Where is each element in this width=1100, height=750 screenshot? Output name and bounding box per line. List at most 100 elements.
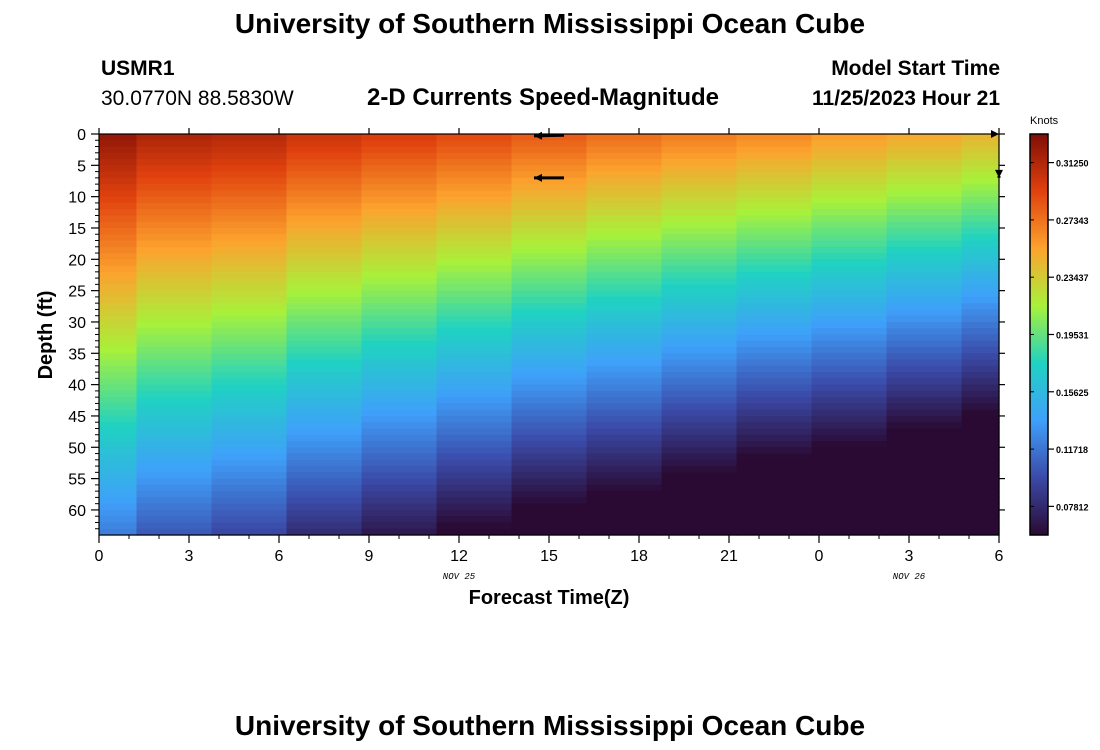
heatmap-cell <box>736 428 813 436</box>
current-vector-head <box>534 173 542 182</box>
heatmap-cell <box>136 403 213 411</box>
heatmap-cell <box>136 165 213 173</box>
heatmap-cell <box>136 134 213 141</box>
heatmap-cell <box>286 359 363 367</box>
heatmap-cell <box>661 284 738 292</box>
heatmap-cell <box>361 246 438 254</box>
heatmap-cell <box>136 415 213 423</box>
heatmap-cell <box>361 516 438 524</box>
heatmap-cell <box>211 227 288 235</box>
heatmap-cell <box>586 340 663 348</box>
heatmap-cell <box>961 321 1000 329</box>
heatmap-cell <box>886 146 963 154</box>
heatmap-cell <box>886 390 963 398</box>
heatmap-cell <box>286 491 363 499</box>
heatmap-cell <box>286 177 363 185</box>
heatmap-cell <box>136 447 213 455</box>
heatmap-cell <box>99 246 138 254</box>
heatmap-cell <box>811 509 888 517</box>
heatmap-cell <box>211 497 288 505</box>
heatmap-cell <box>736 372 813 379</box>
heatmap-cell <box>211 466 288 473</box>
heatmap-cell <box>436 340 513 348</box>
heatmap-cell <box>286 190 363 198</box>
heatmap-cell <box>961 328 1000 336</box>
heatmap-cell <box>99 278 138 285</box>
y-tick-label: 10 <box>68 190 86 207</box>
heatmap-cell <box>361 259 438 267</box>
heatmap-cell <box>736 359 813 367</box>
heatmap-cells <box>99 134 1000 536</box>
heatmap-cell <box>136 497 213 505</box>
heatmap-cell <box>661 466 738 473</box>
heatmap-cell <box>661 409 738 417</box>
x-tick-label: 21 <box>720 548 738 565</box>
heatmap-cell <box>736 253 813 260</box>
heatmap-cell <box>286 390 363 398</box>
heatmap-cell <box>286 227 363 235</box>
heatmap-cell <box>99 134 138 141</box>
heatmap-cell <box>961 271 1000 279</box>
heatmap-cell <box>99 202 138 210</box>
heatmap-cell <box>99 271 138 279</box>
heatmap-cell <box>661 509 738 517</box>
heatmap-cell <box>211 390 288 398</box>
heatmap-cell <box>136 459 213 467</box>
heatmap-cell <box>661 296 738 304</box>
heatmap-cell <box>436 478 513 486</box>
heatmap-cell <box>811 253 888 260</box>
heatmap-cell <box>286 372 363 379</box>
heatmap-cell <box>961 447 1000 455</box>
heatmap-cell <box>436 271 513 279</box>
heatmap-cell <box>286 309 363 317</box>
heatmap-cell <box>286 240 363 248</box>
heatmap-cell <box>361 403 438 411</box>
heatmap-cell <box>736 265 813 273</box>
heatmap-cell <box>99 365 138 373</box>
heatmap-cell <box>811 497 888 505</box>
heatmap-cell <box>511 340 588 348</box>
heatmap-cell <box>886 378 963 386</box>
heatmap-cell <box>511 284 588 292</box>
heatmap-cell <box>99 215 138 223</box>
heatmap-cell <box>211 202 288 210</box>
heatmap-cell <box>961 334 1000 342</box>
heatmap-cell <box>286 146 363 154</box>
heatmap-cell <box>736 190 813 198</box>
heatmap-cell <box>136 227 213 235</box>
heatmap-cell <box>436 434 513 442</box>
heatmap-cell <box>961 353 1000 361</box>
heatmap-cell <box>211 190 288 198</box>
heatmap-cell <box>811 303 888 311</box>
heatmap-cell <box>511 415 588 423</box>
heatmap-cell <box>211 221 288 229</box>
heatmap-cell <box>811 459 888 467</box>
heatmap-cell <box>961 434 1000 442</box>
heatmap-cell <box>211 434 288 442</box>
heatmap-cell <box>361 528 438 536</box>
heatmap-cell <box>736 447 813 455</box>
heatmap-cell <box>586 296 663 304</box>
heatmap-cell <box>436 309 513 317</box>
heatmap-cell <box>886 209 963 217</box>
heatmap-cell <box>436 165 513 173</box>
heatmap-cell <box>136 397 213 405</box>
heatmap-cell <box>286 441 363 448</box>
heatmap-cell <box>211 159 288 166</box>
heatmap-cell <box>961 390 1000 398</box>
heatmap-cell <box>586 447 663 455</box>
heatmap-cell <box>99 290 138 298</box>
heatmap-cell <box>511 409 588 417</box>
heatmap-cell <box>811 215 888 223</box>
heatmap-cell <box>961 365 1000 373</box>
heatmap-cell <box>811 403 888 411</box>
heatmap-cell <box>136 390 213 398</box>
heatmap-cell <box>811 384 888 392</box>
heatmap-cell <box>436 497 513 505</box>
heatmap-cell <box>211 234 288 242</box>
heatmap-cell <box>361 140 438 148</box>
colorbar: Knots 0.07812 0.11718 0.15625 0.19531 0.2343… <box>1029 115 1089 536</box>
heatmap-cell <box>136 365 213 373</box>
heatmap-cell <box>811 227 888 235</box>
heatmap-cell <box>436 296 513 304</box>
